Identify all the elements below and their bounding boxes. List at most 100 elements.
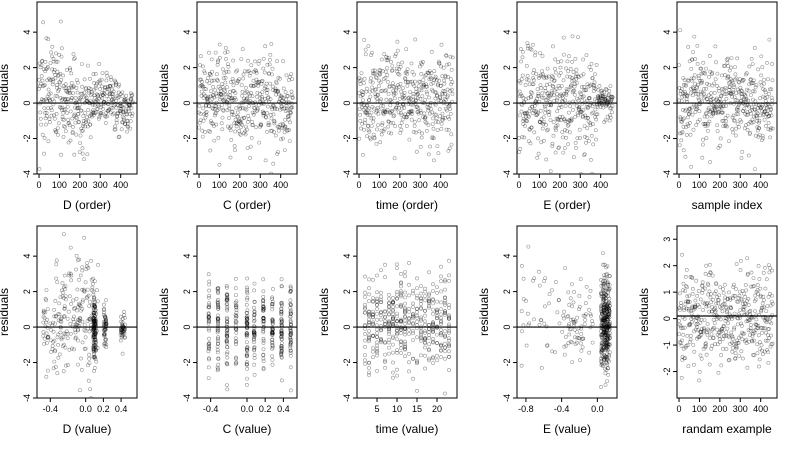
y-tick-label: -4 — [662, 170, 672, 178]
data-point — [394, 106, 398, 110]
data-point — [116, 84, 121, 89]
data-point — [376, 84, 381, 89]
data-point — [427, 299, 431, 304]
data-point — [409, 112, 414, 116]
data-point — [599, 353, 604, 358]
data-point — [407, 319, 411, 324]
data-point — [446, 104, 451, 109]
data-point — [593, 107, 598, 112]
data-point — [215, 319, 220, 324]
data-point — [526, 139, 531, 144]
data-point — [252, 335, 257, 340]
data-point — [62, 117, 67, 122]
data-point — [210, 96, 215, 101]
data-point — [125, 122, 130, 127]
data-point — [91, 292, 96, 297]
data-point — [595, 94, 600, 99]
data-point — [687, 107, 692, 112]
data-point — [90, 288, 95, 293]
data-point — [763, 95, 768, 100]
data-point — [605, 362, 610, 367]
data-point — [575, 330, 580, 335]
data-point — [422, 74, 427, 79]
data-point — [270, 318, 275, 323]
data-point — [244, 127, 249, 132]
data-point — [420, 60, 425, 64]
data-point — [578, 90, 582, 95]
data-point — [692, 89, 696, 93]
data-point — [424, 121, 429, 126]
data-point — [744, 113, 749, 118]
data-point — [707, 110, 712, 114]
data-point — [438, 96, 443, 101]
data-point — [746, 271, 750, 276]
data-point — [399, 113, 404, 118]
data-point — [740, 330, 745, 335]
data-point — [540, 91, 545, 96]
data-point — [92, 337, 97, 342]
data-point — [270, 330, 275, 335]
data-point — [63, 125, 67, 129]
data-point — [537, 283, 542, 288]
data-point — [427, 305, 431, 310]
data-point — [261, 319, 266, 324]
data-point — [102, 328, 107, 333]
data-point — [277, 125, 282, 130]
data-point — [407, 351, 411, 356]
data-point — [62, 314, 66, 319]
data-point — [369, 116, 374, 121]
data-point — [92, 330, 97, 335]
data-point — [71, 317, 76, 322]
data-point — [443, 329, 447, 334]
data-point — [93, 331, 98, 336]
data-point — [689, 67, 694, 71]
data-point — [62, 108, 67, 112]
data-point — [382, 110, 387, 114]
data-point — [718, 305, 723, 310]
data-point — [606, 372, 611, 377]
data-point — [411, 291, 415, 296]
data-point — [221, 98, 226, 103]
data-point — [207, 319, 212, 323]
data-point — [415, 358, 419, 363]
data-point — [768, 266, 773, 271]
data-point — [683, 109, 688, 113]
data-point — [697, 335, 702, 340]
data-point — [419, 353, 423, 358]
data-point — [443, 312, 447, 317]
data-point — [721, 286, 725, 291]
data-point — [66, 309, 71, 314]
data-point — [603, 302, 607, 307]
data-point — [63, 82, 68, 87]
data-point — [285, 127, 290, 132]
data-point — [73, 336, 78, 341]
data-point — [215, 365, 220, 370]
data-point — [64, 329, 69, 334]
data-point — [121, 120, 126, 125]
data-point — [52, 338, 57, 343]
data-point — [92, 87, 97, 92]
data-point — [602, 358, 607, 363]
data-point — [607, 336, 612, 341]
data-point — [380, 69, 385, 73]
data-point — [284, 73, 289, 78]
data-point — [80, 287, 85, 292]
data-point — [226, 62, 230, 67]
data-point — [447, 344, 451, 349]
data-point — [288, 332, 293, 337]
data-point — [579, 331, 584, 336]
data-point — [216, 135, 221, 140]
data-point — [48, 61, 53, 66]
data-point — [564, 92, 569, 97]
data-point — [278, 94, 283, 98]
data-point — [380, 109, 385, 114]
data-point — [751, 78, 756, 83]
data-point — [605, 337, 610, 342]
data-point — [261, 356, 266, 361]
data-point — [689, 333, 693, 338]
data-point — [399, 317, 403, 322]
data-point — [124, 93, 129, 98]
data-point — [399, 318, 403, 323]
data-point — [276, 89, 281, 94]
data-point — [379, 340, 383, 345]
